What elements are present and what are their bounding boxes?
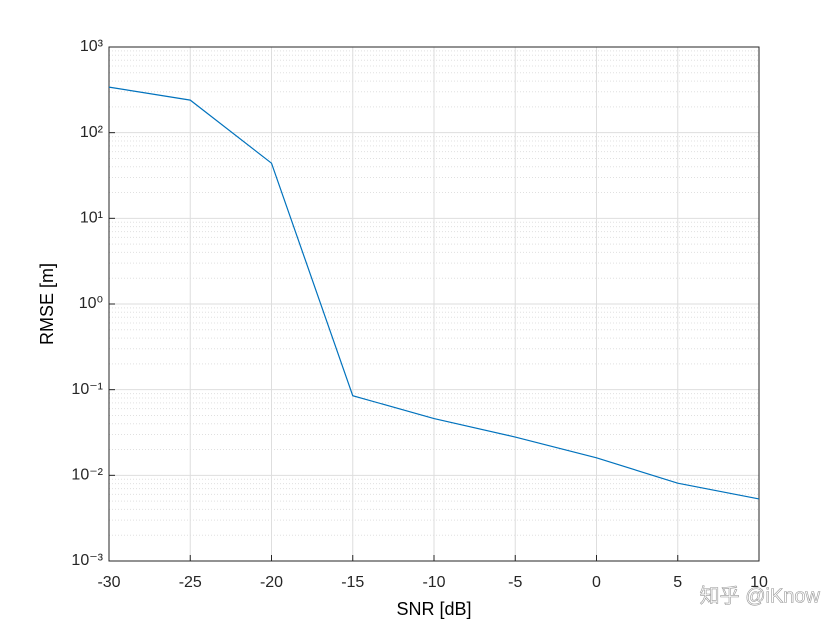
plot-frame	[108, 46, 760, 562]
y-tick-label: 10⁻³	[71, 552, 103, 569]
data-line	[108, 86, 760, 500]
y-tick-label: 10²	[80, 124, 104, 141]
x-tick-label: -25	[179, 574, 202, 591]
y-tick-label: 10⁻¹	[71, 381, 103, 398]
y-axis-label: RMSE [m]	[37, 263, 57, 345]
x-tick-label: 5	[673, 574, 682, 591]
x-tick-label: 0	[592, 574, 601, 591]
x-tick-label: -30	[97, 574, 120, 591]
x-tick-label: -15	[341, 574, 364, 591]
x-tick-label: 10	[750, 574, 768, 591]
y-tick-label: 10¹	[80, 210, 103, 227]
x-tick-label: -10	[422, 574, 445, 591]
x-tick-label: -20	[260, 574, 283, 591]
y-tick-label: 10⁻²	[71, 467, 103, 484]
y-tick-label: 10⁰	[79, 295, 103, 312]
watermark: 知乎 @iKnow	[700, 584, 821, 607]
x-axis-label: SNR [dB]	[396, 599, 471, 619]
x-tick-label: -5	[508, 574, 522, 591]
y-tick-label: 10³	[80, 38, 104, 55]
